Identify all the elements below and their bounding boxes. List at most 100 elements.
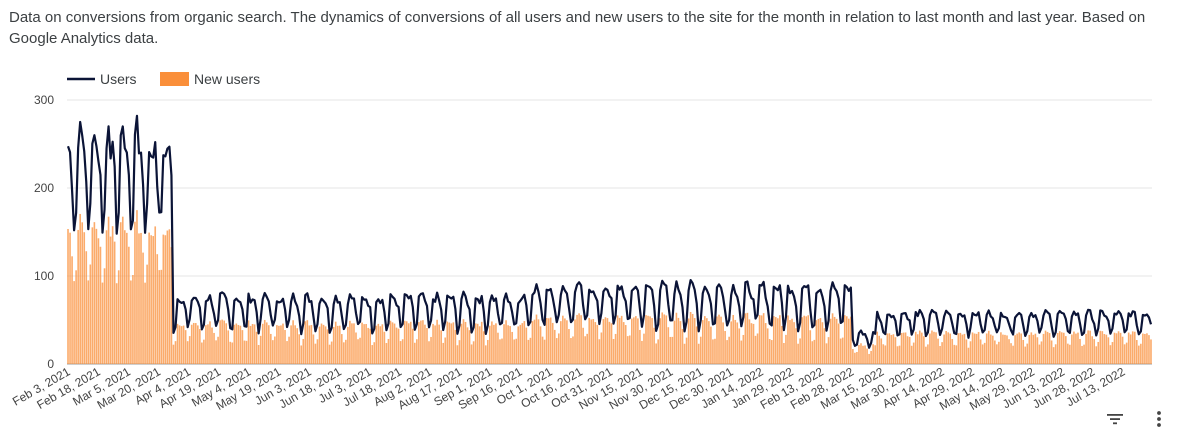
- new-users-bar: [555, 338, 558, 364]
- new-users-bar: [420, 320, 422, 364]
- new-users-bar: [699, 336, 702, 364]
- new-users-bar: [633, 317, 635, 364]
- new-users-bar: [531, 321, 534, 364]
- new-users-bar: [706, 318, 708, 364]
- new-users-bar: [549, 317, 552, 364]
- chart-toolbar: [1104, 408, 1170, 430]
- new-users-bar: [482, 331, 485, 364]
- new-users-bar: [261, 323, 264, 364]
- new-users-bar: [661, 312, 664, 364]
- new-users-bar: [914, 331, 917, 364]
- y-tick-label: 300: [34, 93, 54, 107]
- new-users-bar: [1083, 344, 1085, 364]
- new-users-bar: [720, 316, 722, 364]
- new-users-bar: [466, 327, 469, 364]
- new-users-bar: [921, 332, 923, 364]
- new-users-bar: [247, 320, 250, 364]
- more-vert-icon[interactable]: [1148, 408, 1170, 430]
- new-users-bar: [637, 318, 639, 364]
- new-users-bar: [416, 339, 418, 364]
- new-users-bar: [746, 312, 749, 364]
- new-users-bar: [596, 324, 599, 364]
- new-users-bar: [1133, 331, 1136, 364]
- new-users-bar: [574, 319, 576, 364]
- new-users-bar: [659, 318, 662, 364]
- new-users-bar: [115, 283, 118, 364]
- new-users-bar: [985, 333, 988, 364]
- new-users-bar: [793, 322, 795, 364]
- new-users-bar: [604, 317, 607, 364]
- new-users-bar: [588, 317, 591, 364]
- new-users-bar: [294, 325, 296, 364]
- new-users-bar: [405, 321, 408, 364]
- new-users-bar: [560, 321, 562, 364]
- new-users-bar: [935, 332, 937, 364]
- new-users-bar: [397, 328, 400, 364]
- legend-label-users[interactable]: Users: [100, 71, 137, 87]
- new-users-bar: [263, 319, 266, 364]
- new-users-bar: [898, 345, 901, 364]
- new-users-bar: [89, 264, 92, 364]
- new-users-bar: [1014, 335, 1016, 364]
- new-users-bar: [933, 331, 935, 364]
- new-users-bar: [671, 336, 674, 364]
- new-users-bar: [79, 213, 81, 364]
- new-users-bar: [929, 333, 931, 364]
- new-users-bar: [655, 343, 657, 364]
- new-users-bar: [1107, 337, 1110, 364]
- new-users-bar: [369, 328, 371, 364]
- new-users-bar: [1018, 332, 1020, 364]
- new-users-bar: [197, 325, 199, 364]
- new-users-bar: [600, 332, 603, 364]
- new-users-bar: [73, 281, 75, 364]
- new-users-bar: [777, 318, 779, 364]
- new-users-bar: [1050, 340, 1053, 364]
- new-users-bar: [1073, 331, 1075, 364]
- new-users-bar: [320, 323, 323, 364]
- new-users-bar: [582, 327, 584, 364]
- new-users-bar: [726, 340, 728, 364]
- new-users-bar: [750, 323, 753, 364]
- new-users-bar: [967, 347, 970, 364]
- new-users-bar: [223, 320, 225, 364]
- new-users-bar: [904, 332, 907, 364]
- new-users-bar: [458, 340, 461, 364]
- new-users-bar: [732, 314, 735, 364]
- new-users-bar: [608, 321, 611, 364]
- new-users-bar: [444, 337, 447, 364]
- new-users-bar: [618, 317, 621, 364]
- new-users-bar: [111, 226, 114, 364]
- new-users-bar: [1091, 336, 1093, 364]
- new-users-bar: [272, 340, 274, 364]
- new-users-bar: [1135, 340, 1138, 364]
- new-users-bar: [1067, 343, 1069, 364]
- new-users-bar: [697, 343, 700, 364]
- new-users-bar: [1121, 336, 1124, 364]
- new-users-bar: [734, 319, 737, 364]
- legend-label-new-users[interactable]: New users: [194, 71, 260, 87]
- new-users-bar: [1089, 330, 1091, 364]
- new-users-bar: [478, 326, 481, 364]
- new-users-bar: [227, 330, 230, 364]
- new-users-bar: [1150, 339, 1152, 364]
- new-users-bar: [347, 326, 349, 364]
- new-users-bar: [1101, 331, 1104, 364]
- new-users-bar: [1127, 332, 1130, 364]
- new-users-bar: [722, 322, 724, 364]
- new-users-bar: [791, 318, 793, 364]
- new-users-bar: [422, 320, 424, 364]
- new-users-bar: [472, 341, 475, 364]
- new-users-bar: [941, 342, 943, 364]
- new-users-bar: [878, 335, 881, 364]
- new-users-bar: [689, 311, 692, 364]
- new-users-bar: [123, 230, 126, 364]
- filter-icon[interactable]: [1104, 408, 1126, 430]
- new-users-bar: [409, 321, 412, 364]
- new-users-bar: [813, 339, 816, 364]
- new-users-bar: [1046, 331, 1049, 364]
- new-users-bar: [564, 318, 566, 364]
- new-users-bar: [245, 340, 248, 364]
- new-users-bar: [900, 333, 903, 364]
- new-users-bar: [1148, 335, 1150, 364]
- new-users-bar: [817, 318, 820, 364]
